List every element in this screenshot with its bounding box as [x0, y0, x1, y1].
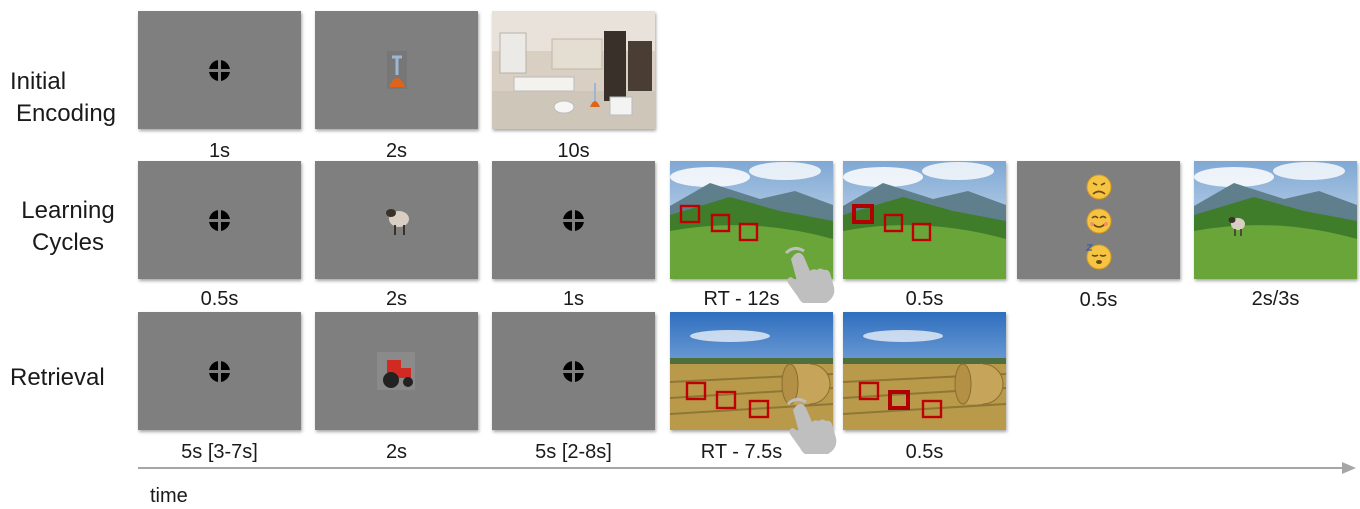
- row-label-learning-line1: Learning: [21, 197, 115, 224]
- learning-caption-1: 0.5s: [200, 288, 239, 310]
- fixation-cross-icon: [563, 361, 584, 382]
- learning-fixation-panel-2: [492, 161, 655, 279]
- retrieval-field-feedback-panel: [843, 312, 1006, 430]
- smile-face-icon: [1086, 208, 1112, 234]
- retrieval-field-choice-panel[interactable]: [670, 312, 833, 430]
- retrieval-fixation-panel-1: [138, 312, 301, 430]
- learning-caption-7: 2s/3s: [1251, 288, 1300, 310]
- initial-caption-2: 2s: [385, 140, 408, 162]
- meadow-scene-image: [670, 161, 833, 279]
- retrieval-fixation-panel-2: [492, 312, 655, 430]
- sad-face-icon: [1086, 174, 1112, 200]
- retrieval-caption-5: 0.5s: [905, 441, 944, 463]
- sleepy-face-icon: [1085, 244, 1112, 270]
- initial-object-panel: [315, 11, 478, 129]
- initial-bathroom-scene-panel: [492, 11, 655, 129]
- fixation-cross-icon: [209, 361, 230, 382]
- retrieval-caption-3: 5s [2-8s]: [535, 441, 612, 463]
- hay-field-scene-image: [843, 312, 1006, 430]
- row-label-learning-line2: Cycles: [31, 229, 104, 256]
- tractor-icon: [377, 352, 415, 390]
- touch-hand-icon: [780, 245, 838, 308]
- fixation-cross-icon: [563, 210, 584, 231]
- sheep-icon: [386, 209, 409, 235]
- learning-meadow-object-panel: [1194, 161, 1357, 279]
- retrieval-caption-1: 5s [3-7s]: [181, 441, 258, 463]
- confidence-rating-panel[interactable]: [1017, 161, 1180, 279]
- time-axis-label: time: [150, 485, 188, 507]
- initial-fixation-panel: [138, 11, 301, 129]
- target-location-boxes: [679, 204, 759, 242]
- bathroom-scene-image: [492, 11, 655, 129]
- row-label-initial-encoding: Initial Encoding: [10, 66, 122, 130]
- hay-field-scene-image: [670, 312, 833, 430]
- retrieval-caption-4: RT - 7.5s: [700, 441, 783, 463]
- initial-caption-3: 10s: [557, 140, 590, 162]
- fixation-cross-icon: [209, 60, 230, 81]
- learning-caption-6: 0.5s: [1079, 289, 1118, 311]
- learning-caption-2: 2s: [385, 288, 408, 310]
- meadow-scene-image: [843, 161, 1006, 279]
- target-location-boxes: [685, 381, 770, 419]
- retrieval-caption-2: 2s: [385, 441, 408, 463]
- row-label-learning-cycles: Learning Cycles: [12, 195, 124, 259]
- meadow-with-sheep-image: [1194, 161, 1357, 279]
- learning-meadow-choice-panel[interactable]: [670, 161, 833, 279]
- initial-caption-1: 1s: [208, 140, 231, 162]
- learning-object-panel: [315, 161, 478, 279]
- learning-caption-5: 0.5s: [905, 288, 944, 310]
- learning-meadow-feedback-panel: [843, 161, 1006, 279]
- feedback-boxes: [858, 381, 943, 419]
- row-label-retrieval: Retrieval: [10, 364, 105, 391]
- touch-hand-icon: [782, 396, 840, 459]
- fixation-cross-icon: [209, 210, 230, 231]
- retrieval-object-panel: [315, 312, 478, 430]
- row-label-initial-line2: Encoding: [15, 100, 117, 127]
- feedback-boxes: [852, 204, 932, 242]
- row-label-initial-line1: Initial: [10, 68, 67, 95]
- learning-caption-4: RT - 12s: [703, 288, 780, 310]
- confidence-emoji-set: [1085, 174, 1112, 270]
- learning-fixation-panel-1: [138, 161, 301, 279]
- plunger-icon: [387, 51, 407, 89]
- learning-caption-3: 1s: [562, 288, 585, 310]
